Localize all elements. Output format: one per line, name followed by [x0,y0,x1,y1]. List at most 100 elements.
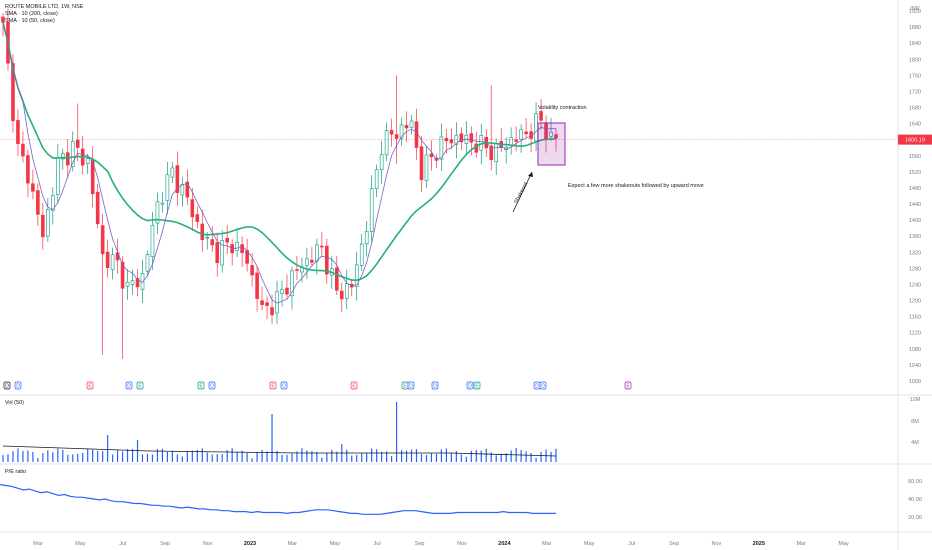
candle-body [339,290,344,300]
volume-bar [97,451,99,462]
candle-body [160,202,165,205]
time-tick-label: Jul [628,541,635,547]
volume-bar [236,451,238,462]
volume-bar [296,451,298,462]
pe-tick-label: 20.00 [908,515,922,521]
volume-bar [555,448,557,462]
time-tick-label: Mar [796,541,806,547]
candle-body [205,236,210,239]
candle-body [534,113,538,142]
volume-bar [311,451,313,462]
volume-tick-label: 12M [910,397,921,403]
time-tick-label: Nov [712,541,722,547]
price-tick-label: 1560 [909,154,921,160]
volume-bar [495,455,497,462]
event-marker-label: E [138,384,142,390]
volume-bar [336,451,338,462]
candle-body [185,181,190,198]
candle-body [305,258,309,266]
event-marker [197,381,205,390]
price-tick-label: 1240 [909,282,921,288]
event-marker-label: D [282,384,286,390]
price-tick-label: 1360 [909,234,921,240]
volume-bar [346,449,348,462]
price-tick-label: 1880 [909,25,921,31]
event-marker-label: D [5,384,9,390]
candle-body [524,131,528,135]
event-marker [86,381,94,390]
candle-body [359,243,364,266]
volume-bar [27,450,29,462]
candle-body [419,146,424,181]
volume-bar [77,453,79,462]
volume-bar [415,449,418,462]
volume-bar [400,450,403,462]
candle-body [110,254,115,270]
sma-slow-line [2,22,557,282]
volume-bar [301,448,303,462]
ma50-label[interactable]: SMA · 10 (50, close) [5,18,55,24]
price-tag-bg [898,134,932,145]
candle-body [75,139,80,148]
price-tick-label: 1720 [909,89,921,95]
time-tick-label: Jul [119,541,126,547]
event-marker-label: D [16,384,20,390]
candle-body [494,143,499,163]
volume-bar [131,449,134,462]
candle-body [379,154,384,171]
candle-body [295,269,299,271]
price-tick-label: 1040 [909,363,921,369]
candle-body [180,184,185,196]
volume-bar [381,451,383,462]
volume-bar [32,451,34,462]
volatility-annotation: Volatility contraction [538,105,587,111]
volume-bar [331,449,333,462]
candle-body [210,239,215,246]
volume-bar [166,451,169,462]
volume-bar [102,451,104,462]
volume-bar [361,453,363,462]
candle-body [16,120,20,145]
volume-bar [196,450,198,462]
event-marker [280,381,288,390]
ma200-label[interactable]: SMA · 10 (200, close) [5,11,58,17]
candle-body [449,139,454,144]
volume-bar [291,453,293,462]
candle-body [255,272,259,300]
candle-body [290,270,294,297]
candle-body [315,244,319,262]
candle-body [389,130,394,135]
symbol-title[interactable]: ROUTE MOBILE LTD, 1W, NSE [5,4,84,10]
candle-body [225,237,229,243]
volume-bar [176,454,178,462]
volume-bar [410,449,413,462]
volume-bar [206,452,208,462]
price-tick-label: 1520 [909,170,921,176]
price-tick-label: 1680 [909,106,921,112]
candle-body [424,154,429,182]
volume-bar [67,454,69,462]
price-tick-label: 1400 [909,218,921,224]
pe-pane-label[interactable]: P/E ratio [5,469,27,475]
time-tick-label: Sep [669,541,679,547]
event-marker [466,381,474,390]
volume-bar [386,451,388,462]
volume-bar [425,454,428,462]
volume-bar [266,451,268,462]
volume-bar [151,454,154,462]
time-tick-label: Mar [288,541,298,547]
time-tick-label: Mar [33,541,43,547]
volume-bar [455,451,457,462]
candle-body [320,245,324,248]
volume-pane-label[interactable]: Vol (50) [5,400,24,406]
candle-body [549,131,553,137]
candle-body [215,242,220,264]
volume-bar [256,451,258,462]
volume-bar [216,454,218,462]
time-tick-label: May [838,541,849,547]
volume-bar [505,453,507,462]
volume-bar [186,450,188,462]
volume-bar [126,449,129,462]
volume-bar [146,453,149,462]
